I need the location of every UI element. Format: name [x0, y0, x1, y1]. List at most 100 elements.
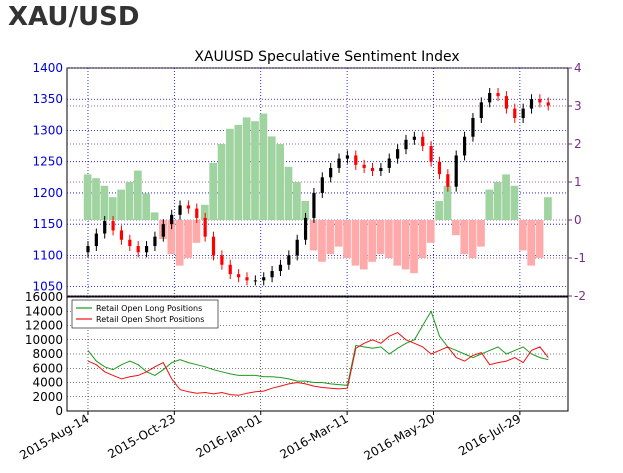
price-candle-body [136, 246, 140, 253]
price-candle-body [111, 221, 115, 231]
price-candle-body [345, 155, 350, 159]
legend-box [71, 299, 219, 329]
price-candle-body [529, 99, 534, 109]
date-axis-ticks: 2015-Aug-14 2015-Oct-23 2016-Jan-01 2016-Ma… [17, 411, 523, 463]
legend: Retail Open Long Positions Retail Open Sh… [71, 299, 219, 329]
price-candle-body [287, 255, 291, 265]
ssi-bar-positive [301, 201, 310, 220]
price-candle-body [354, 155, 358, 165]
ssi-bar-negative [368, 220, 377, 262]
ssi-bar-negative [468, 220, 477, 258]
price-tick-label: 1200 [32, 186, 63, 200]
price-candle-body [153, 236, 157, 247]
price-candle-body [504, 96, 509, 109]
right-axis-ticks: -2 -1 0 1 2 3 4 [568, 61, 586, 303]
ssi-bar-negative [426, 220, 435, 243]
ssi-bar-negative [192, 220, 201, 243]
ssi-bar-negative [385, 220, 393, 258]
ssi-bar-positive [267, 136, 276, 220]
price-candle-body [195, 208, 199, 218]
ssi-bar-positive [259, 113, 268, 220]
price-candle-body [496, 92, 500, 97]
position-lines [87, 310, 549, 396]
ssi-bar-negative [343, 220, 351, 258]
price-candle-body [270, 271, 274, 278]
ssi-bar-positive [125, 182, 134, 220]
ssi-bar-positive [100, 185, 109, 220]
date-tick-label: 2016-Mar-11 [278, 411, 351, 461]
positions-tick-label: 0 [55, 404, 63, 418]
price-candle-body [479, 102, 483, 118]
price-candle-body [253, 280, 257, 282]
ssi-bar-positive [293, 182, 301, 220]
ssi-bar-negative [535, 220, 544, 258]
ssi-bar-negative [460, 220, 469, 255]
ssi-bar-negative [477, 220, 485, 247]
price-tick-label: 1400 [32, 61, 63, 75]
price-candle-body [513, 108, 517, 118]
price-candle-body [538, 99, 542, 103]
price-candle-body [446, 174, 450, 187]
positions-tick-label: 12000 [25, 319, 63, 333]
date-tick-label: 2016-May-20 [362, 411, 437, 463]
ssi-bar-positive [234, 125, 243, 220]
price-candle-body [211, 236, 216, 256]
positions-series-line [87, 310, 549, 386]
positions-tick-label: 4000 [32, 376, 63, 390]
ssi-bar-positive [493, 182, 502, 220]
ssi-bar-negative [334, 220, 343, 247]
price-candle-body [278, 264, 283, 272]
ssi-tick-label: 1 [574, 175, 582, 189]
positions-tick-label: 14000 [25, 304, 63, 318]
price-candle-body [295, 239, 299, 256]
positions-series-line [87, 332, 549, 396]
price-candle-body [521, 108, 525, 118]
price-candle-body [144, 246, 149, 253]
date-tick-label: 2016-Jul-29 [456, 411, 523, 458]
legend-label: Retail Open Short Positions [96, 315, 204, 324]
ssi-bar-negative [401, 220, 410, 270]
price-tick-label: 1350 [32, 92, 63, 106]
ssi-bar-negative [351, 220, 360, 266]
price-tick-label: 1150 [32, 217, 63, 231]
ssi-bar-negative [318, 220, 326, 262]
price-candle-body [370, 167, 375, 172]
ssi-bar-negative [410, 220, 418, 274]
positions-tick-label: 2000 [32, 390, 63, 404]
price-candle-body [429, 146, 433, 162]
price-candle-body [94, 233, 98, 247]
ssi-bar-negative [418, 220, 427, 258]
ssi-bar-negative [518, 220, 527, 251]
price-candle-body [161, 224, 165, 237]
price-candle-body [362, 164, 366, 168]
price-candles [86, 87, 550, 286]
ssi-bar-negative [359, 220, 368, 270]
left-axis-ticks: 1050 1100 1150 1200 1250 1300 1350 1400 [32, 61, 63, 294]
ssi-tick-label: 0 [574, 213, 582, 227]
ssi-bar-positive [142, 193, 151, 220]
ssi-tick-label: 4 [574, 61, 582, 75]
ssi-bar-positive [485, 189, 494, 220]
positions-tick-label: 6000 [32, 361, 63, 375]
price-tick-label: 1100 [32, 248, 63, 262]
price-candle-body [396, 149, 400, 159]
ssi-bar-positive [108, 197, 117, 220]
price-tick-label: 1300 [32, 123, 63, 137]
price-candle-body [412, 136, 416, 140]
ssi-bar-positive [209, 163, 218, 220]
price-candle-body [186, 205, 191, 209]
ssi-bar-positive [502, 174, 510, 220]
ssi-bar-positive [117, 189, 125, 220]
price-candle-body [245, 277, 249, 281]
ssi-bar-negative [326, 220, 335, 255]
ssi-bar-negative [167, 220, 176, 255]
price-candle-body [312, 192, 316, 218]
ssi-bar-positive [284, 166, 293, 220]
price-candle-body [337, 158, 341, 168]
ssi-bar-negative [393, 220, 402, 266]
price-candle-body [178, 205, 182, 215]
price-candle-body [237, 274, 241, 278]
ssi-bar-positive [544, 197, 552, 220]
price-candle-body [387, 158, 391, 168]
